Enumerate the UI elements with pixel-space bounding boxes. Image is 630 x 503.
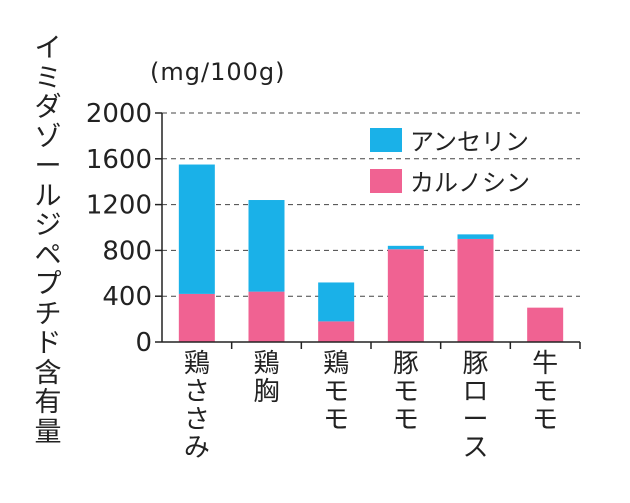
bar-segment [387, 249, 424, 342]
bar-segment [387, 245, 424, 250]
legend-swatch-carnosine [370, 168, 402, 193]
bar-segment [178, 293, 215, 342]
x-tick-label: 鶏胸 [253, 349, 280, 407]
legend-item-anserine: アンセリン [370, 122, 529, 157]
y-axis-unit: (mg/100g) [150, 58, 286, 86]
legend-label-anserine: アンセリン [410, 128, 530, 156]
x-tick-label: 豚ロース [462, 349, 489, 463]
axes [161, 113, 581, 349]
y-tick-label: 400 [102, 282, 152, 312]
y-tick-label: 800 [102, 236, 152, 266]
y-tick-label: 2000 [86, 99, 152, 129]
bars [178, 164, 564, 342]
y-tick-label: 1200 [86, 191, 152, 221]
legend-swatch-anserine [370, 127, 402, 152]
x-tick-label: 豚モモ [392, 349, 419, 435]
y-axis-label: イミダゾールジペプチド含有量 [34, 33, 62, 448]
bar-segment [178, 164, 215, 294]
y-tick-labels: 0 400 800 1200 1600 2000 [86, 99, 152, 358]
bar-segment [527, 307, 564, 342]
bar-segment [318, 282, 355, 322]
x-tick-label: 鶏モモ [323, 349, 350, 435]
legend-item-carnosine: カルノシン [370, 163, 530, 198]
bar-segment [457, 238, 494, 342]
bar-segment [457, 234, 494, 239]
bar-segment [248, 291, 285, 342]
x-tick-label: 鶏ささみ [183, 349, 210, 463]
bar-segment [248, 200, 285, 292]
bar-segment [318, 321, 355, 342]
x-tick-label: 牛モモ [532, 349, 559, 435]
y-tick-label: 0 [135, 328, 152, 358]
grid-lines [155, 112, 580, 343]
y-tick-label: 1600 [86, 145, 152, 175]
legend-label-carnosine: カルノシン [410, 169, 530, 197]
